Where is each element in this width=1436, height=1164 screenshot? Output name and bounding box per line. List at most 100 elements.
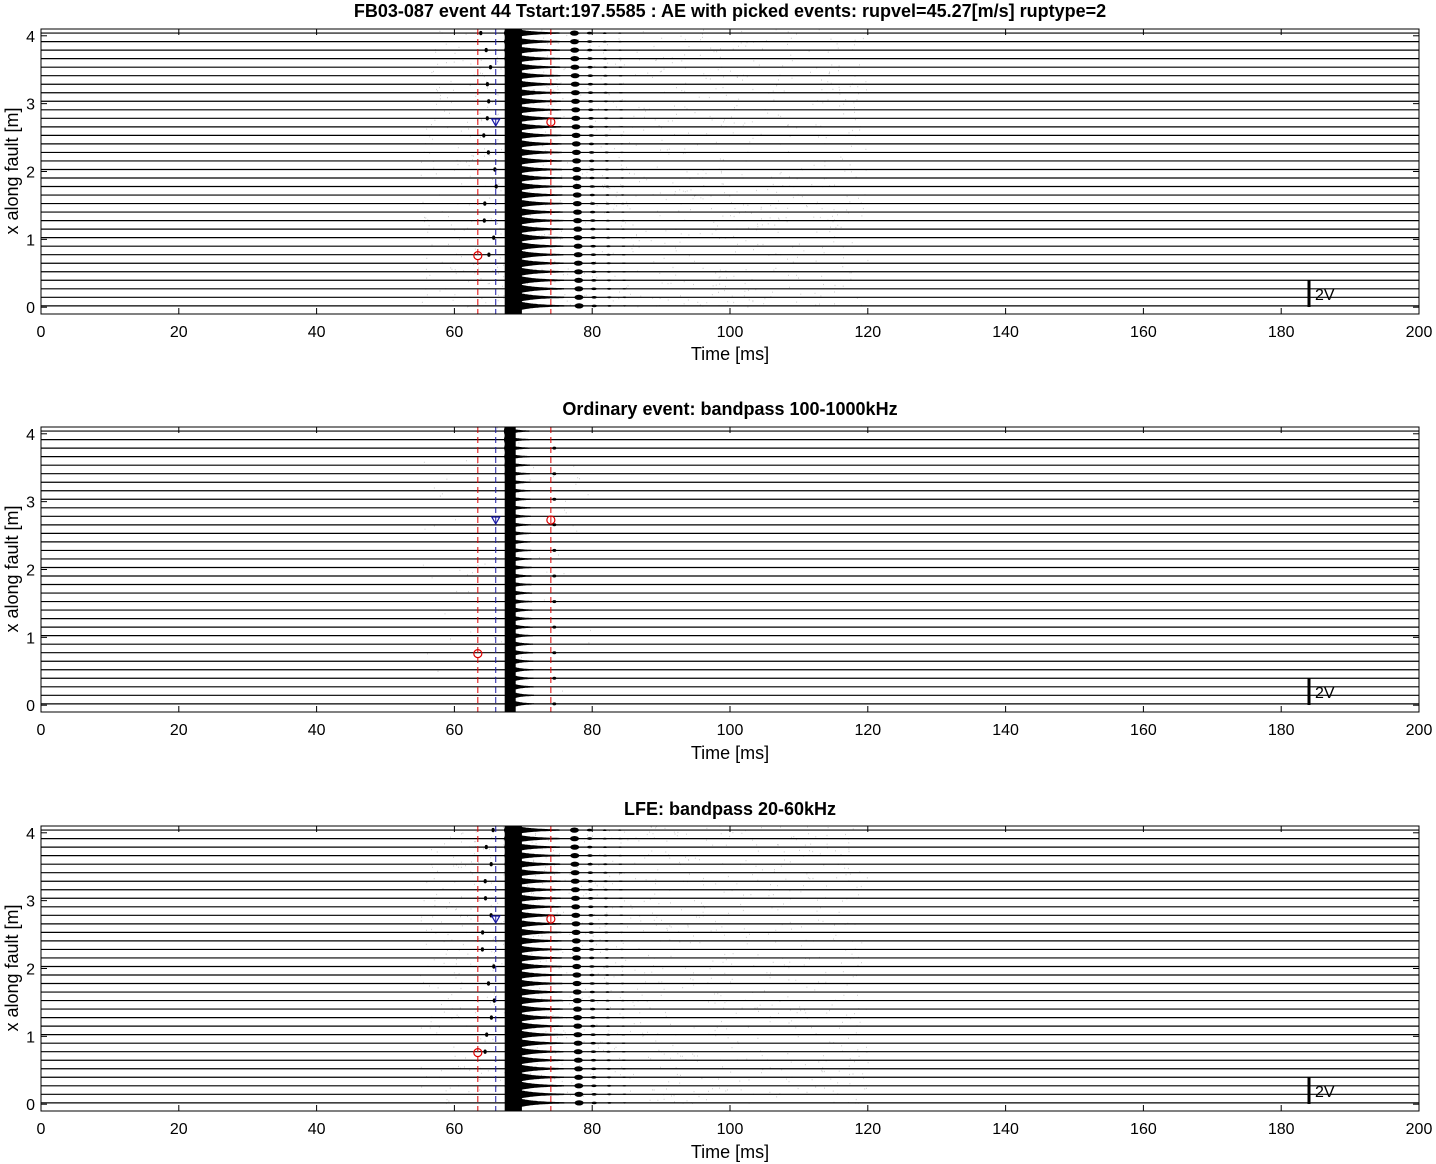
x-tick-label: 80 [583, 324, 601, 341]
x-tick-label: 120 [854, 1121, 881, 1138]
x-tick-label: 140 [992, 324, 1019, 341]
trace-channel-28 [41, 68, 1419, 83]
y-tick-label: 4 [26, 427, 35, 444]
trace-channel-21 [41, 528, 1419, 539]
trace-channel-22 [41, 519, 1419, 531]
panel-ae-ylabel: x along fault [m] [2, 107, 22, 234]
trace-channel-30 [41, 451, 1419, 462]
panel-lfe-ylabel: x along fault [m] [2, 904, 22, 1031]
picked-event-1-circle [473, 251, 483, 261]
x-tick-label: 180 [1268, 1121, 1295, 1138]
trace-channel-3 [41, 1078, 1419, 1093]
y-tick-label: 3 [26, 894, 35, 911]
trace-channel-17 [41, 562, 1419, 573]
trace-channel-28 [41, 865, 1419, 880]
trace-channel-11 [41, 613, 1419, 624]
trace-channel-16 [41, 570, 1419, 582]
picked-event-1-circle [473, 1048, 483, 1058]
trace-channel-22 [41, 917, 1419, 931]
panel-lfe-scale-bar: 2V [1307, 1077, 1335, 1104]
x-tick-label: 40 [308, 1121, 326, 1138]
trace-channel-18 [41, 950, 1419, 965]
trace-channel-4 [41, 273, 1419, 288]
trace-channel-20 [41, 933, 1419, 948]
picked-event-2-triangle-down [490, 915, 501, 925]
y-tick-label: 0 [26, 1097, 35, 1114]
trace-channel-16 [41, 968, 1419, 982]
trace-channel-27 [41, 77, 1419, 92]
panel-lfe: LFE: bandpass 20-60kHz 0 20 40 60 80 100 120 14… [2, 799, 1432, 1162]
x-tick-label: 20 [170, 1121, 188, 1138]
y-tick-label: 0 [26, 698, 35, 715]
x-tick-label: 200 [1406, 722, 1433, 739]
trace-channel-25 [41, 494, 1419, 505]
trace-channel-17 [41, 959, 1419, 974]
trace-channel-19 [41, 545, 1419, 556]
panel-lfe-xlabel: Time [ms] [691, 1142, 769, 1162]
x-tick-label: 0 [37, 1121, 46, 1138]
trace-channel-2 [41, 290, 1419, 305]
trace-channel-15 [41, 579, 1419, 590]
trace-channel-5 [41, 664, 1419, 675]
trace-channel-13 [41, 993, 1419, 1008]
panel-ordinary-ticks: 0 20 40 60 80 100 120 140 160 180 200 0 1 2 3 4 [26, 427, 1432, 739]
trace-channel-8 [41, 1036, 1419, 1051]
x-tick-label: 100 [717, 324, 744, 341]
y-tick-label: 4 [26, 29, 35, 46]
x-tick-label: 60 [446, 1121, 464, 1138]
trace-channel-22 [41, 120, 1419, 134]
y-tick-label: 1 [26, 1029, 35, 1046]
trace-channel-2 [41, 1087, 1419, 1102]
trace-channel-26 [41, 85, 1419, 100]
x-tick-label: 160 [1130, 722, 1157, 739]
x-tick-label: 120 [854, 324, 881, 341]
x-tick-label: 60 [446, 722, 464, 739]
trace-channel-27 [41, 874, 1419, 889]
x-tick-label: 140 [992, 1121, 1019, 1138]
trace-channel-15 [41, 976, 1419, 991]
trace-channel-7 [41, 247, 1419, 262]
trace-channel-14 [41, 985, 1419, 999]
trace-channel-7 [41, 647, 1419, 659]
x-tick-label: 180 [1268, 324, 1295, 341]
trace-channel-30 [41, 51, 1419, 66]
x-tick-label: 100 [717, 1121, 744, 1138]
trace-channel-29 [41, 459, 1419, 471]
panel-lfe-title: LFE: bandpass 20-60kHz [624, 799, 836, 819]
trace-channel-12 [41, 1002, 1419, 1017]
trace-channel-5 [41, 1061, 1419, 1076]
trace-channel-3 [41, 681, 1419, 693]
trace-channel-31 [41, 43, 1419, 58]
trace-channel-26 [41, 882, 1419, 897]
trace-channel-28 [41, 468, 1419, 480]
trace-channel-1 [41, 1095, 1419, 1110]
trace-channel-16 [41, 171, 1419, 185]
trace-channel-26 [41, 485, 1419, 496]
y-tick-label: 1 [26, 232, 35, 249]
onset-dense-band [504, 29, 522, 314]
picked-event-2-triangle-down [490, 516, 501, 526]
panel-ordinary-traces [41, 427, 1419, 712]
x-tick-label: 20 [170, 722, 188, 739]
trace-channel-8 [41, 239, 1419, 254]
onset-dense-band [504, 427, 516, 712]
trace-channel-24 [41, 102, 1419, 117]
scale-bar-label: 2V [1315, 287, 1335, 304]
panel-ordinary-ylabel: x along fault [m] [2, 505, 22, 632]
trace-channel-19 [41, 145, 1419, 160]
trace-channel-10 [41, 1019, 1419, 1034]
trace-channel-6 [41, 256, 1419, 271]
picked-event-3-circle [546, 117, 556, 127]
noise-scatter [420, 826, 869, 1104]
trace-channel-20 [41, 536, 1419, 548]
y-tick-label: 3 [26, 97, 35, 114]
trace-channel-23 [41, 510, 1419, 522]
trace-channel-3 [41, 281, 1419, 296]
panel-ordinary-xlabel: Time [ms] [691, 743, 769, 763]
panel-ordinary: Ordinary event: bandpass 100-1000kHz 0 20… [2, 399, 1432, 763]
onset-dense-band [504, 826, 522, 1111]
y-tick-label: 2 [26, 563, 35, 580]
trace-channel-31 [41, 442, 1419, 454]
noise-scatter [420, 29, 869, 308]
